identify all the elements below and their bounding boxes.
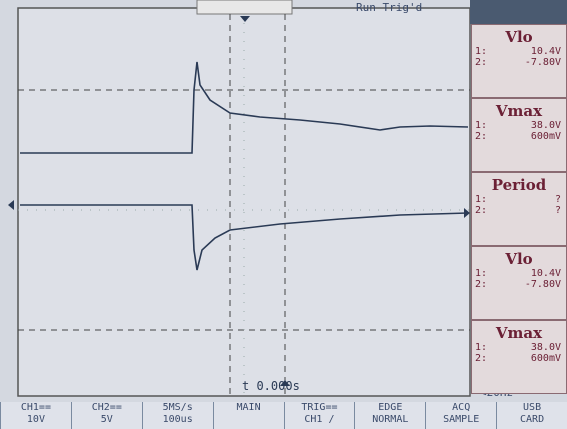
value: 10.4V [530,268,561,279]
measurement: Vlo 1: 10.4V 2: -7.80V [471,246,567,320]
measurement-name: Vmax [495,102,543,120]
button-value: 5V [100,414,113,425]
value: 38.0V [530,120,561,131]
button-value: CH1 / [304,414,335,425]
measurement-name: Period [491,176,547,194]
value: 600mV [530,353,561,364]
button-label: USB [523,402,542,413]
measurement-row: 2: -7.80V [472,57,566,68]
channel: 1: [475,194,488,205]
menu-button[interactable]: CH1== 10V [0,402,71,429]
value: -7.80V [524,279,561,290]
button-label: CH1== [20,402,51,413]
channel: 1: [475,120,488,131]
button-value: CARD [520,414,545,425]
measurement-row: 1: 38.0V [472,120,566,131]
channel: 2: [475,353,488,364]
measurement-name: Vlo [505,250,533,268]
measurement-row: 1: 38.0V [472,342,566,353]
button-label: MAIN [236,402,261,413]
value: 10.4V [530,46,561,57]
channel: 2: [475,279,488,290]
measurement: Vmax 1: 38.0V 2: 600mV [471,98,567,172]
button-value: NORMAL [372,414,409,425]
measurement-row: 1:? [472,194,566,205]
menu-button[interactable]: MAIN [212,402,284,429]
measurement: Vmax 1: 38.0V 2: 600mV [471,320,567,394]
channel: 2: [475,57,488,68]
measurement-row: 1: 10.4V [472,268,566,279]
measurement-name: Vlo [505,28,533,46]
button-value: SAMPLE [443,414,480,425]
value: 38.0V [530,342,561,353]
measurement: Vlo 1: 10.4V 2: -7.80V [471,24,567,98]
menu-button[interactable]: ACQ SAMPLE [425,402,497,429]
measurement-row: 2: 600mV [472,131,566,142]
menu-button[interactable]: TRIG== CH1 / [283,402,355,429]
menu-button[interactable]: 5MS/s 100us [141,402,213,429]
button-label: CH2== [91,402,122,413]
channel: 1: [475,342,488,353]
measurement-name: Vmax [495,324,543,342]
measurement-row: 1: 10.4V [472,46,566,57]
button-value: 10V [26,414,45,425]
button-label: EDGE [378,402,403,413]
channel: 2: [475,205,488,216]
button-value: 100us [162,414,193,425]
measurement-row: 2: -7.80V [472,279,566,290]
channel: 1: [475,268,488,279]
value: -7.80V [524,57,561,68]
menu-button[interactable]: EDGE NORMAL [354,402,426,429]
status: Run Trig'd [356,1,422,14]
time-offset: t 0.000s [242,379,300,393]
button-label: 5MS/s [162,402,193,413]
button-label: ACQ [452,402,471,413]
measurement-row: 2:? [472,205,566,216]
value: ? [554,194,561,205]
value: 600mV [530,131,561,142]
channel: 1: [475,46,488,57]
value: ? [554,205,561,216]
measurement-row: 2: 600mV [472,353,566,364]
channel: 2: [475,131,488,142]
menu-button[interactable]: CH2== 5V [70,402,142,429]
measurement: Period 1:? 2:? [471,172,567,246]
button-label: TRIG== [301,402,338,413]
menu-button[interactable]: USB CARD [496,402,567,429]
